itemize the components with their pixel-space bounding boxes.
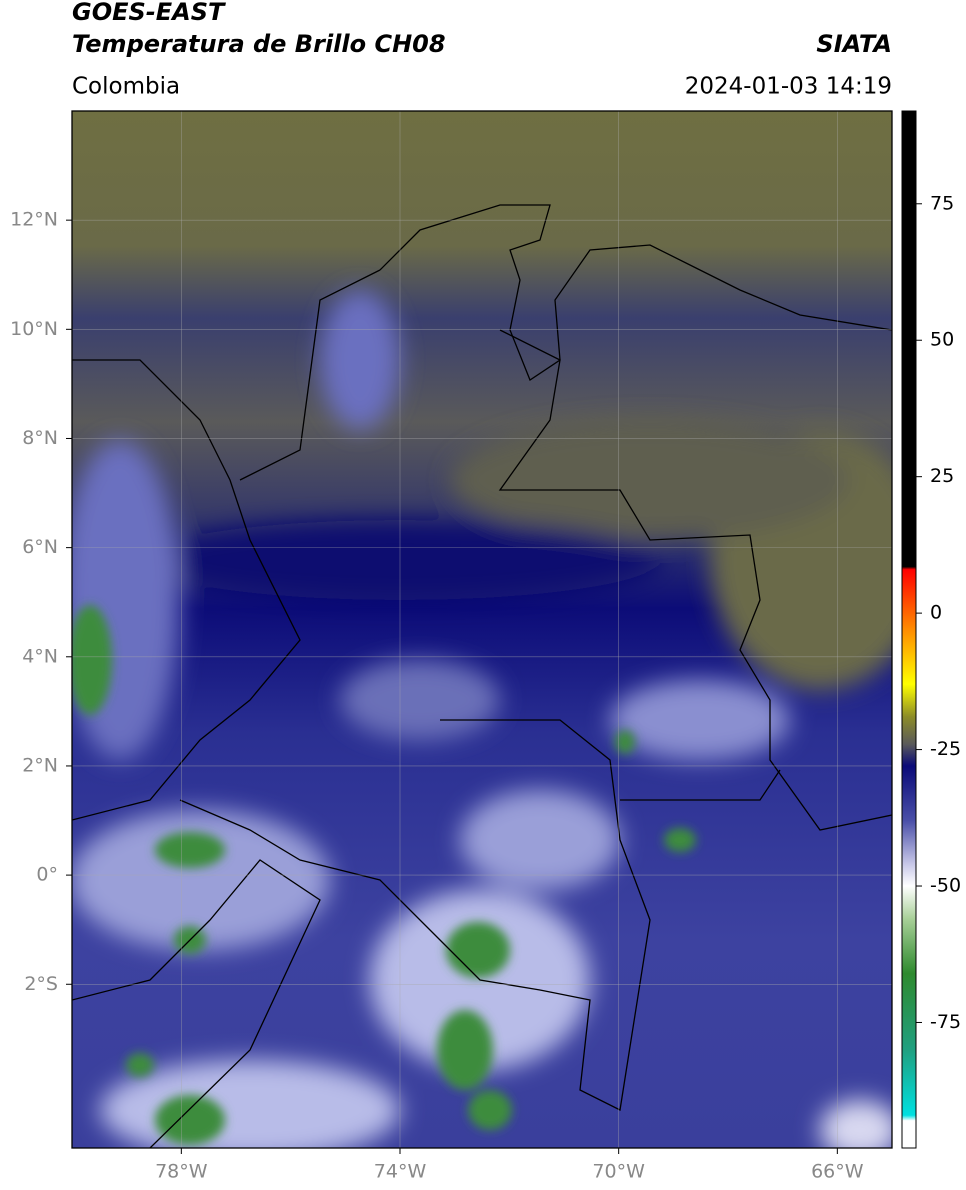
y-tick-label: 8°N	[22, 427, 58, 449]
colorbar-tick-label: 0	[930, 602, 942, 624]
x-tick-label: 70°W	[592, 1161, 645, 1183]
title: Temperatura de Brillo CH08	[72, 30, 446, 58]
colorbar-tick-label: 75	[930, 192, 954, 214]
source: SIATA	[816, 30, 892, 58]
colorbar-tick-label: 50	[930, 329, 954, 351]
colorbar-tick-label: -50	[930, 875, 961, 897]
y-tick-label: 6°N	[22, 536, 58, 558]
x-tick-label: 78°W	[155, 1161, 208, 1183]
map-frame	[71, 110, 893, 1149]
colorbar-tick-label: 25	[930, 465, 954, 487]
datetime: 2024-01-03 14:19	[685, 74, 892, 100]
colorbar	[901, 110, 917, 1149]
title: GOES-EAST	[72, 0, 226, 26]
x-tick-label: 66°W	[811, 1161, 864, 1183]
y-tick-label: 0°	[36, 864, 58, 886]
y-tick-label: 4°N	[22, 645, 58, 667]
colorbar-tick-label: -25	[930, 738, 961, 760]
satellite-image	[72, 111, 892, 1148]
y-tick-label: 2°S	[24, 973, 58, 995]
y-tick-label: 12°N	[10, 209, 58, 231]
colorbar-tick-label: -75	[930, 1011, 961, 1033]
region: Colombia	[72, 74, 180, 100]
x-tick-label: 74°W	[374, 1161, 427, 1183]
y-tick-label: 2°N	[22, 754, 58, 776]
y-tick-label: 10°N	[10, 318, 58, 340]
